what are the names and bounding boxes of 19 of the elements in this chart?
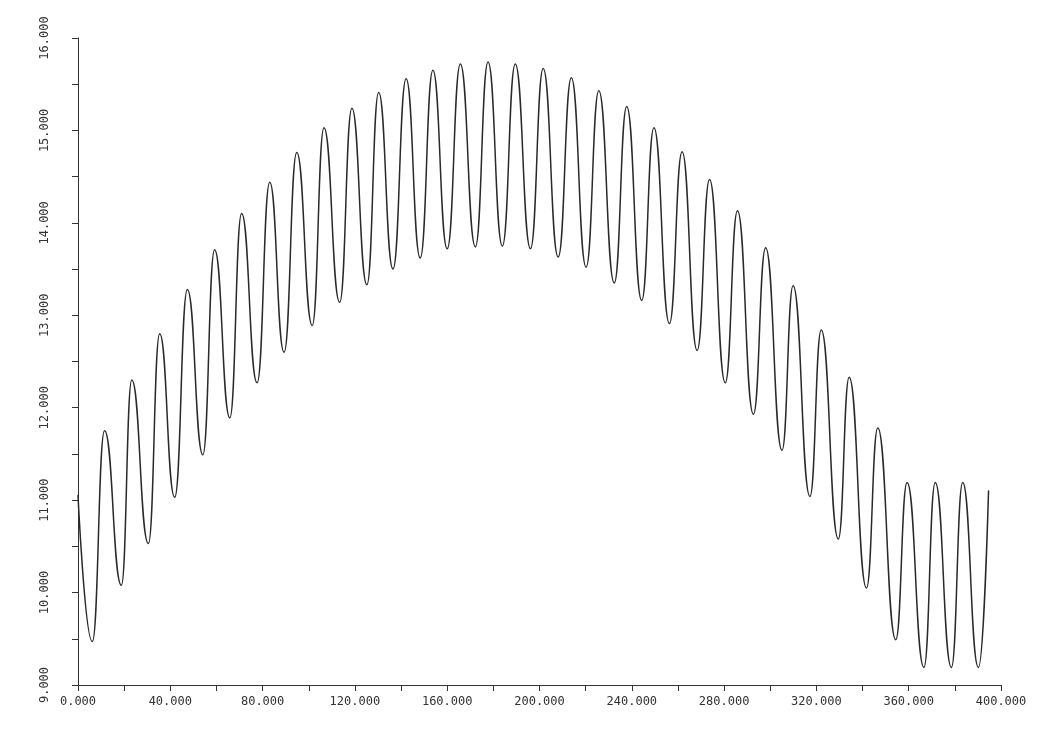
- y-tick-label: 16.000: [37, 16, 51, 60]
- x-tick-label: 40.000: [148, 694, 192, 708]
- x-tick-label: 160.000: [421, 694, 473, 708]
- y-tick-label: 12.000: [37, 386, 51, 430]
- y-tick-label: 14.000: [37, 201, 51, 245]
- x-tick-label: 80.000: [240, 694, 285, 708]
- x-tick-label: 280.000: [698, 694, 750, 708]
- y-tick-label: 9.000: [37, 666, 51, 704]
- x-tick-label: 0.000: [59, 694, 97, 708]
- y-tick-label: 11.000: [37, 478, 51, 522]
- x-tick-label: 120.000: [329, 694, 381, 708]
- x-tick-label: 200.000: [514, 694, 565, 708]
- x-tick-label: 320.000: [791, 694, 842, 708]
- x-tick-label: 400.000: [975, 694, 1027, 708]
- y-tick-label: 10.000: [37, 570, 51, 615]
- y-tick-label: 15.000: [37, 108, 51, 153]
- y-tick-label: 13.000: [37, 293, 51, 337]
- x-tick-label: 240.000: [606, 694, 658, 708]
- x-tick-label: 360.000: [883, 694, 934, 708]
